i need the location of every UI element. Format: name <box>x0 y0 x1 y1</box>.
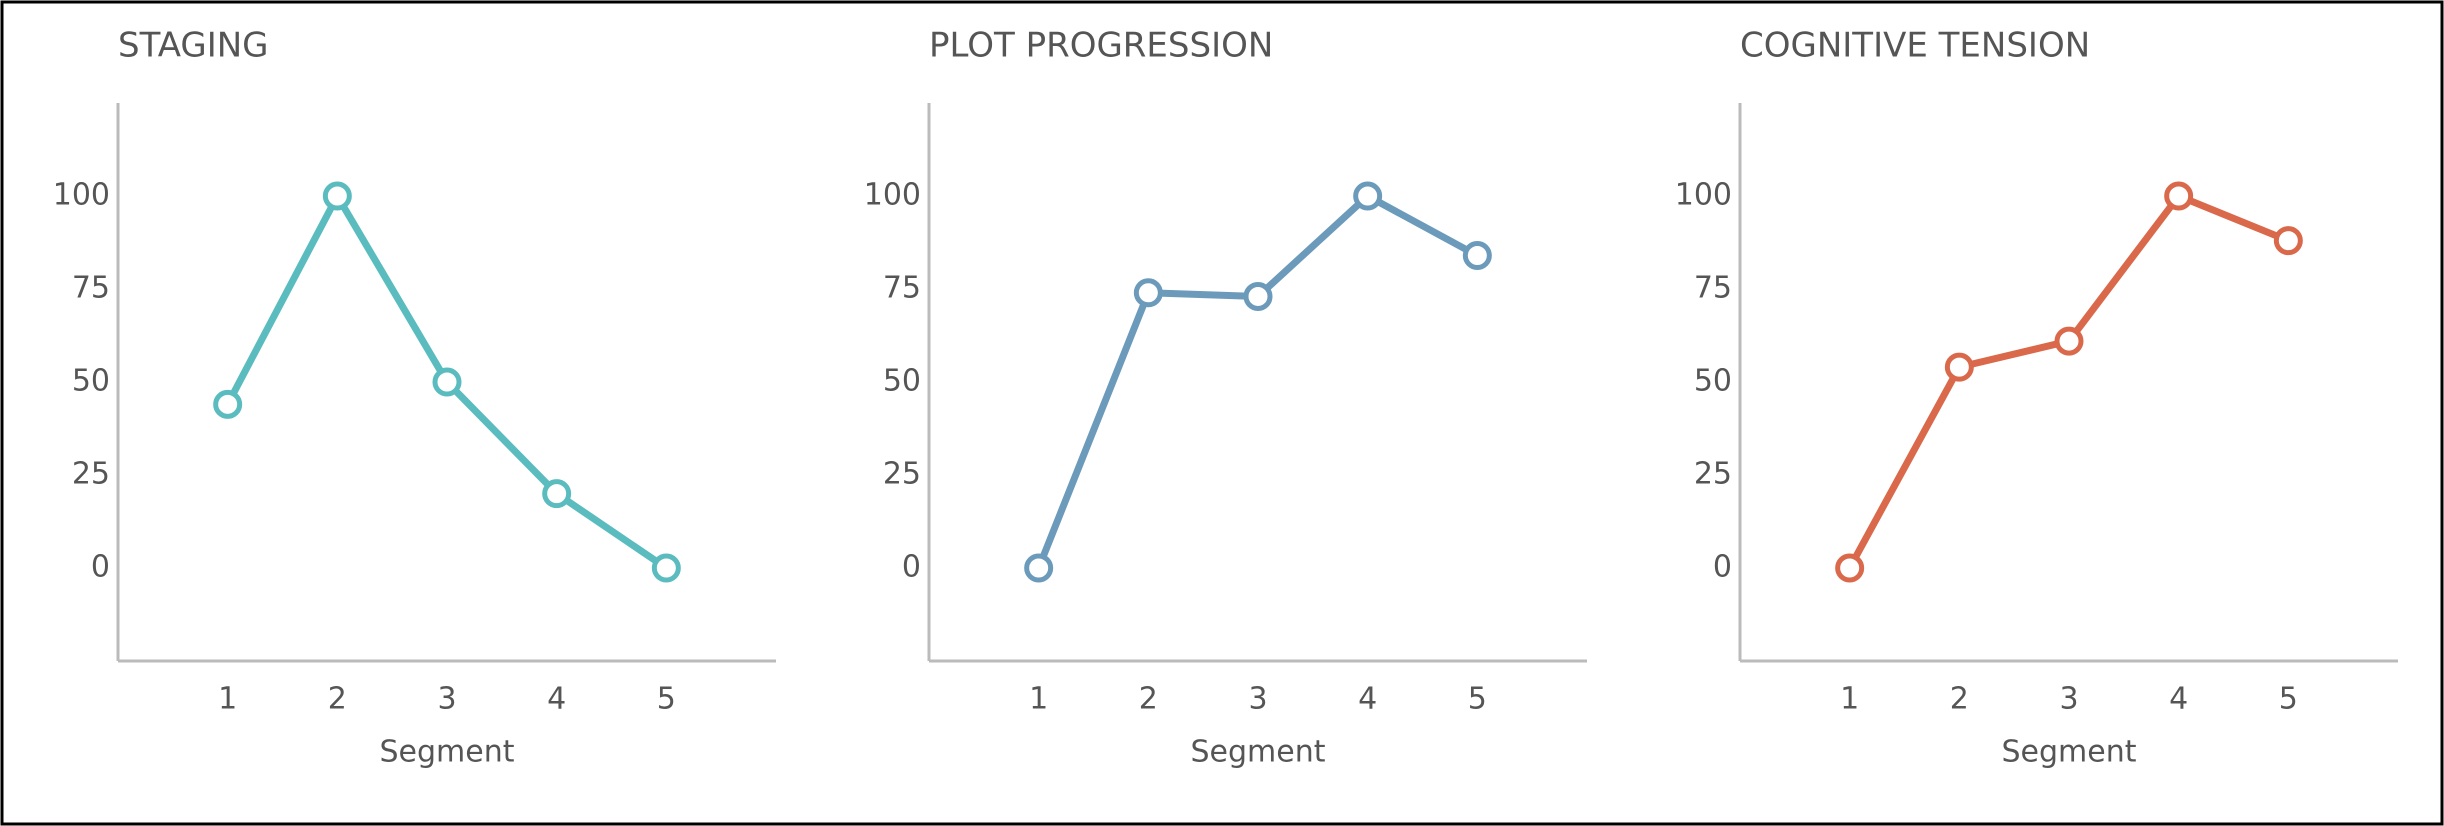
y-tick-label: 50 <box>883 364 921 399</box>
series-line <box>1846 192 2290 570</box>
y-tick-label: 0 <box>902 550 921 585</box>
data-point <box>2273 226 2303 256</box>
y-tick-label: 0 <box>91 550 110 585</box>
x-tick-label: 2 <box>1139 682 1158 717</box>
x-tick-label: 4 <box>2169 682 2188 717</box>
data-point <box>322 181 352 211</box>
data-point <box>2164 181 2194 211</box>
y-tick-label: 75 <box>883 271 921 306</box>
data-point <box>1024 553 1054 583</box>
data-point <box>1944 352 1974 382</box>
x-tick-label: 2 <box>328 682 347 717</box>
data-point <box>651 553 681 583</box>
y-tick-label: 25 <box>1694 457 1732 492</box>
x-tick-label: 4 <box>1358 682 1377 717</box>
y-tick-label: 25 <box>72 457 110 492</box>
data-point <box>1353 181 1383 211</box>
x-tick-label: 1 <box>218 682 237 717</box>
y-tick-label: 50 <box>1694 364 1732 399</box>
data-point <box>542 479 572 509</box>
y-tick-label: 100 <box>53 178 110 213</box>
data-point <box>2054 326 2084 356</box>
y-tick-label: 100 <box>864 178 921 213</box>
x-axis-label: Segment <box>2002 735 2137 770</box>
x-tick-label: 5 <box>657 682 676 717</box>
y-tick-label: 75 <box>72 271 110 306</box>
y-tick-label: 100 <box>1675 178 1732 213</box>
series-line <box>1035 192 1479 570</box>
x-tick-label: 2 <box>1950 682 1969 717</box>
x-tick-label: 5 <box>1468 682 1487 717</box>
y-tick-label: 75 <box>1694 271 1732 306</box>
y-tick-label: 0 <box>1713 550 1732 585</box>
data-point <box>213 389 243 419</box>
x-axis-label: Segment <box>380 735 515 770</box>
y-tick-label: 25 <box>883 457 921 492</box>
x-tick-label: 1 <box>1840 682 1859 717</box>
chart-title: STAGING <box>118 26 269 66</box>
x-axis-label: Segment <box>1191 735 1326 770</box>
data-point <box>1133 278 1163 308</box>
y-tick-label: 50 <box>72 364 110 399</box>
x-tick-label: 3 <box>2059 682 2078 717</box>
x-tick-label: 1 <box>1029 682 1048 717</box>
x-tick-label: 3 <box>437 682 456 717</box>
data-point <box>1243 281 1273 311</box>
data-point <box>432 367 462 397</box>
data-point <box>1462 241 1492 271</box>
x-tick-label: 5 <box>2279 682 2298 717</box>
chart-title: COGNITIVE TENSION <box>1740 26 2090 66</box>
data-point <box>1835 553 1865 583</box>
x-tick-label: 4 <box>547 682 566 717</box>
chart-title: PLOT PROGRESSION <box>929 26 1273 66</box>
x-tick-label: 3 <box>1248 682 1267 717</box>
